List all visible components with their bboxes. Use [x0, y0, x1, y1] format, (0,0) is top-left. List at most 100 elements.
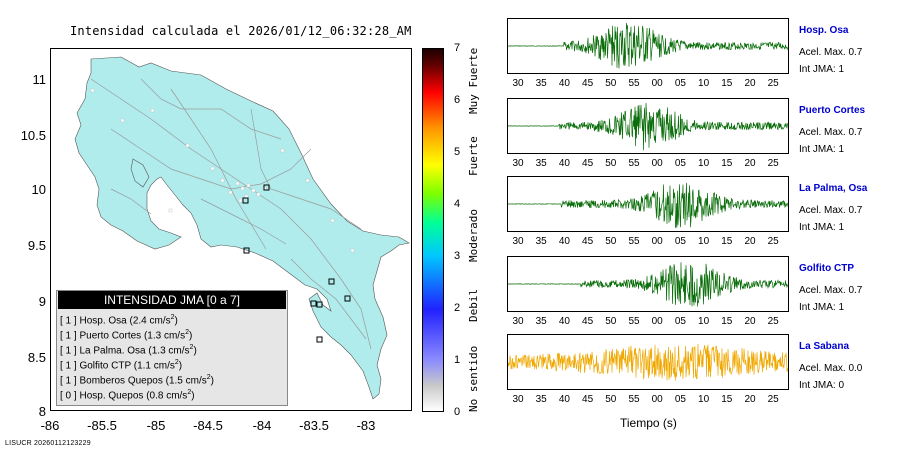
waveform-panel: [507, 18, 789, 74]
legend-value-close: ): [178, 360, 183, 372]
y-tick-label: 9.5: [27, 238, 46, 253]
time-tick-label: 20: [744, 316, 756, 327]
time-tick-label: 15: [721, 394, 733, 405]
category-muy-fuerte: Muy Fuerte: [467, 47, 480, 114]
time-tick-label: 40: [558, 394, 570, 405]
time-tick-label: 05: [674, 394, 686, 405]
time-tick-label: 35: [535, 158, 547, 169]
reporting-stations: [242, 184, 351, 343]
intensity-value: 1: [838, 144, 845, 155]
legend-unit-exponent: 2: [174, 359, 179, 366]
legend-row: [ 0 ] Hosp. Quepos (0.8 cm/s2): [60, 389, 195, 401]
time-tick-label: 55: [628, 316, 640, 327]
category-moderado: Moderado: [467, 209, 480, 262]
legend-unit-exponent: 2: [170, 314, 175, 321]
time-tick-label: 15: [721, 158, 733, 169]
station-name: Golfito CTP: [799, 263, 854, 274]
intensity-label: Int JMA:: [799, 302, 839, 313]
time-tick-label: 55: [628, 236, 640, 247]
legend-row: [ 1 ] Golfito CTP (1.1 cm/s2): [60, 359, 182, 371]
legend-level: [ 1 ]: [60, 360, 77, 372]
station-intensity: Int JMA: 1: [799, 302, 844, 313]
time-tick-label: 45: [582, 394, 594, 405]
station-accel: Acel. Max. 0.7: [799, 127, 862, 138]
y-tick-label: 9: [38, 294, 46, 309]
time-tick-label: 35: [535, 236, 547, 247]
waveform-trace: [508, 182, 788, 229]
waveform-trace: [508, 22, 788, 69]
accel-label: Acel. Max.: [799, 205, 849, 216]
time-tick-label: 55: [628, 78, 640, 89]
time-tick-label: 45: [582, 236, 594, 247]
waveform-panel: [507, 256, 789, 312]
time-tick-label: 15: [721, 236, 733, 247]
accel-value: 0.7: [848, 285, 863, 296]
waveform-panel: [507, 98, 789, 154]
category-fuerte: Fuerte: [467, 136, 480, 176]
seismogram: [508, 22, 788, 69]
waveform-trace: [508, 102, 788, 151]
accel-label: Acel. Max.: [799, 285, 849, 296]
colorbar-tick: 7: [454, 42, 461, 54]
time-tick-label: 25: [767, 158, 779, 169]
time-tick-label: 10: [698, 316, 710, 327]
time-tick-label: 35: [535, 316, 547, 327]
legend-row: [ 1 ] Hosp. Osa (2.4 cm/s2): [60, 314, 178, 326]
legend-value: (1.3 cm/s: [148, 345, 190, 357]
time-tick-label: 40: [558, 236, 570, 247]
time-tick-label: 30: [512, 236, 524, 247]
time-tick-label: 00: [651, 316, 663, 327]
category-no-sentido: No sentido: [467, 345, 480, 412]
time-axis-label: Tiempo (s): [620, 416, 677, 430]
legend-value-close: ): [191, 390, 195, 402]
seismogram: [508, 343, 788, 381]
legend-station: La Palma. Osa: [79, 345, 146, 357]
time-tick-label: 50: [605, 236, 617, 247]
time-tick-label: 30: [512, 316, 524, 327]
waveform-trace: [508, 343, 788, 381]
time-tick-label: 05: [674, 316, 686, 327]
waveform-panel: [507, 176, 789, 232]
intensity-value: 0: [838, 380, 845, 391]
legend-station: Bomberos Quepos: [79, 375, 163, 387]
time-tick-label: 20: [744, 236, 756, 247]
station-name: Hosp. Osa: [799, 25, 849, 36]
colorbar-tick: 2: [454, 302, 461, 314]
intensity-label: Int JMA:: [799, 144, 839, 155]
time-tick-label: 20: [744, 394, 756, 405]
seismogram: [508, 102, 788, 151]
time-tick-label: 30: [512, 394, 524, 405]
time-tick-label: 15: [721, 78, 733, 89]
legend-level: [ 1 ]: [60, 345, 77, 357]
intensity-colorbar: [422, 48, 444, 412]
legend-title: INTENSIDAD JMA [0 a 7]: [58, 291, 286, 309]
x-tick-label: -85.5: [87, 418, 117, 433]
station-accel: Acel. Max. 0.7: [799, 205, 862, 216]
legend-unit-exponent: 2: [187, 389, 192, 396]
time-tick-label: 30: [512, 158, 524, 169]
x-tick-label: -85: [146, 418, 166, 433]
map-title: Intensidad calculada el 2026/01/12_06:32…: [70, 24, 412, 38]
accel-value: 0.0: [848, 363, 863, 374]
time-tick-label: 05: [674, 236, 686, 247]
station-name: La Sabana: [799, 341, 850, 352]
legend-level: [ 1 ]: [60, 375, 77, 387]
time-tick-label: 05: [674, 78, 686, 89]
time-tick-label: 45: [582, 316, 594, 327]
accel-value: 0.7: [848, 47, 863, 58]
legend-row: [ 1 ] Bomberos Quepos (1.5 cm/s2): [60, 374, 214, 386]
colorbar-tick: 6: [454, 94, 461, 106]
x-tick-label: -86: [40, 418, 60, 433]
time-tick-label: 45: [582, 78, 594, 89]
time-tick-label: 35: [535, 394, 547, 405]
time-tick-label: 50: [605, 316, 617, 327]
time-tick-label: 20: [744, 78, 756, 89]
legend-station: Golfito CTP: [79, 360, 131, 372]
legend-value: (1.3 cm/s: [143, 330, 186, 342]
x-tick-label: -84.5: [193, 418, 223, 433]
time-tick-label: 40: [558, 316, 570, 327]
legend-station: Puerto Cortes: [79, 330, 142, 342]
time-tick-label: 00: [651, 394, 663, 405]
time-tick-label: 50: [605, 158, 617, 169]
colorbar-tick: 1: [454, 354, 461, 366]
